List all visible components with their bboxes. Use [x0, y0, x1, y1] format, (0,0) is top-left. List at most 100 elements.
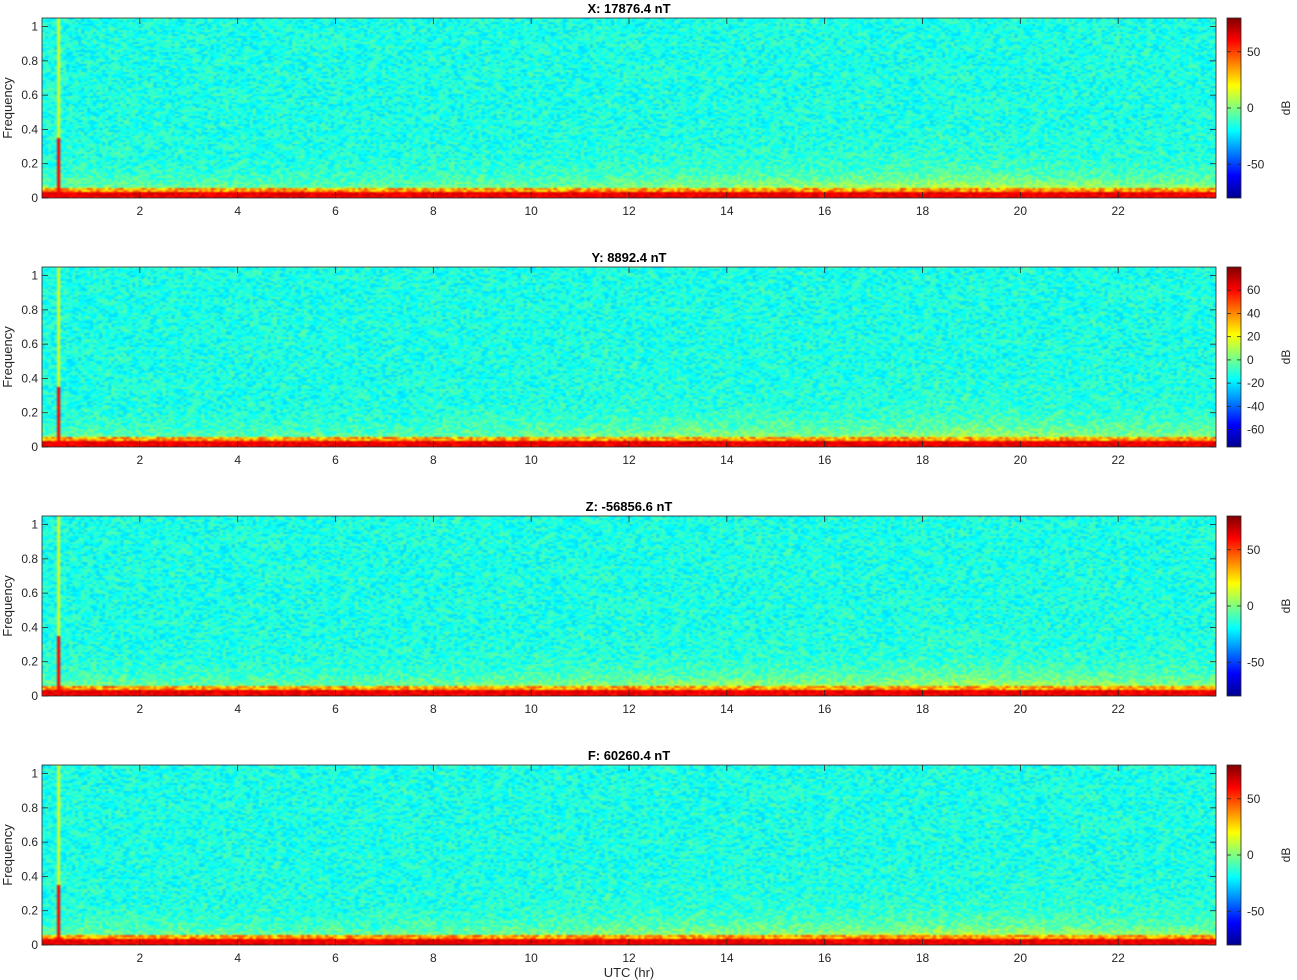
x-tick-label: 8	[430, 702, 437, 716]
spectrogram-image	[42, 267, 1216, 447]
spectrogram-image	[42, 18, 1216, 198]
x-tick-label: 12	[622, 453, 636, 467]
colorbar-tick-label: -50	[1247, 157, 1265, 171]
panel-1: 2 4 6 8 10 12 14 16 18 20 22 0 0.2 0.4 0.6 0.8 1 Y: 8892.…	[0, 250, 1293, 467]
x-tick-label: 6	[332, 951, 339, 965]
y-tick-label: 0.4	[21, 122, 38, 136]
x-tick-label: 2	[136, 453, 143, 467]
x-tick-label: 4	[234, 453, 241, 467]
panel-title: Z: -56856.6 nT	[586, 499, 673, 514]
x-tick-label: 10	[524, 204, 538, 218]
y-tick-label: 1	[31, 269, 38, 283]
colorbar-label: dB	[1279, 350, 1293, 365]
colorbar-tick-label: 0	[1247, 101, 1254, 115]
x-tick-label: 20	[1014, 702, 1028, 716]
x-tick-label: 4	[234, 204, 241, 218]
colorbar-tick-label: -40	[1247, 399, 1265, 413]
x-tick-label: 6	[332, 453, 339, 467]
y-tick-label: 0.8	[21, 801, 38, 815]
x-tick-label: 20	[1014, 951, 1028, 965]
x-tick-label: 8	[430, 453, 437, 467]
x-tick-label: 18	[916, 204, 930, 218]
x-tick-label: 16	[818, 951, 832, 965]
panel-2: 2 4 6 8 10 12 14 16 18 20 22 0 0.2 0.4 0.6 0.8 1 Z: -5685…	[0, 499, 1293, 716]
y-axis-label: Frequency	[0, 77, 15, 139]
y-tick-label: 0.8	[21, 303, 38, 317]
y-tick-label: 0.6	[21, 586, 38, 600]
colorbar-tick-label: 0	[1247, 353, 1254, 367]
colorbar-tick-label: -50	[1247, 655, 1265, 669]
colorbar-tick-label: -50	[1247, 904, 1265, 918]
colorbar-tick-label: -20	[1247, 376, 1265, 390]
x-tick-label: 4	[234, 702, 241, 716]
y-tick-label: 0.8	[21, 54, 38, 68]
panel-title: Y: 8892.4 nT	[592, 250, 667, 265]
x-tick-label: 12	[622, 702, 636, 716]
spectrogram-image	[42, 516, 1216, 696]
colorbar-tick-label: 40	[1247, 306, 1261, 320]
colorbar-label: dB	[1279, 848, 1293, 863]
x-tick-label: 14	[720, 204, 734, 218]
colorbar-label: dB	[1279, 101, 1293, 116]
panel-3: 2 4 6 8 10 12 14 16 18 20 22 0 0.2 0.4 0.6 0.8 1 F: 60260…	[0, 748, 1293, 980]
x-tick-label: 18	[916, 951, 930, 965]
y-tick-label: 0.2	[21, 655, 38, 669]
colorbar-tick-label: 20	[1247, 330, 1261, 344]
panel-0: 2 4 6 8 10 12 14 16 18 20 22 0 0.2 0.4 0.6 0.8 1 X: 17876…	[0, 1, 1293, 218]
colorbar	[1226, 266, 1242, 448]
x-tick-label: 22	[1111, 951, 1125, 965]
y-tick-label: 0	[31, 938, 38, 952]
x-tick-label: 6	[332, 204, 339, 218]
x-tick-label: 14	[720, 702, 734, 716]
colorbar-tick-label: 50	[1247, 45, 1261, 59]
y-tick-label: 0.4	[21, 869, 38, 883]
x-tick-label: 22	[1111, 702, 1125, 716]
x-tick-label: 10	[524, 951, 538, 965]
x-tick-label: 6	[332, 702, 339, 716]
y-tick-label: 0.6	[21, 88, 38, 102]
x-tick-label: 2	[136, 204, 143, 218]
x-tick-label: 22	[1111, 453, 1125, 467]
colorbar-tick-label: 50	[1247, 792, 1261, 806]
x-tick-label: 8	[430, 951, 437, 965]
y-tick-label: 0.6	[21, 835, 38, 849]
x-tick-label: 12	[622, 951, 636, 965]
x-tick-label: 10	[524, 702, 538, 716]
x-tick-label: 20	[1014, 204, 1028, 218]
colorbar-tick-label: 0	[1247, 599, 1254, 613]
y-tick-label: 1	[31, 518, 38, 532]
colorbar-tick-label: 60	[1247, 283, 1261, 297]
x-tick-label: 16	[818, 453, 832, 467]
x-tick-label: 14	[720, 453, 734, 467]
y-tick-label: 0.2	[21, 904, 38, 918]
y-tick-label: 1	[31, 767, 38, 781]
x-tick-label: 14	[720, 951, 734, 965]
y-tick-label: 0.4	[21, 371, 38, 385]
y-axis-label: Frequency	[0, 824, 15, 886]
x-tick-label: 2	[136, 951, 143, 965]
panel-title: F: 60260.4 nT	[588, 748, 670, 763]
x-tick-label: 12	[622, 204, 636, 218]
y-tick-label: 1	[31, 20, 38, 34]
panel-title: X: 17876.4 nT	[587, 1, 670, 16]
y-tick-label: 0.4	[21, 620, 38, 634]
colorbar-label: dB	[1279, 599, 1293, 614]
y-tick-label: 0.8	[21, 552, 38, 566]
x-tick-label: 16	[818, 204, 832, 218]
x-tick-label: 4	[234, 951, 241, 965]
y-tick-label: 0	[31, 191, 38, 205]
y-tick-label: 0	[31, 440, 38, 454]
y-tick-label: 0.2	[21, 157, 38, 171]
colorbar-tick-label: -60	[1247, 423, 1265, 437]
x-axis-label: UTC (hr)	[604, 965, 655, 980]
y-tick-label: 0	[31, 689, 38, 703]
x-tick-label: 22	[1111, 204, 1125, 218]
y-axis-label: Frequency	[0, 575, 15, 637]
y-axis-label: Frequency	[0, 326, 15, 388]
x-tick-label: 10	[524, 453, 538, 467]
y-tick-label: 0.2	[21, 406, 38, 420]
x-tick-label: 16	[818, 702, 832, 716]
x-tick-label: 18	[916, 702, 930, 716]
x-tick-label: 20	[1014, 453, 1028, 467]
